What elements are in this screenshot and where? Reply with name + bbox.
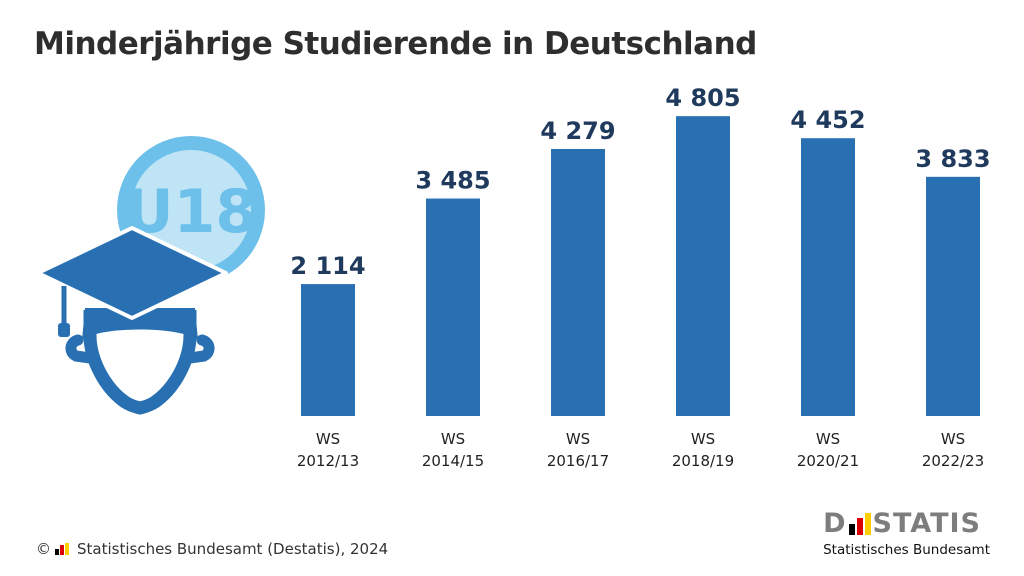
destatis-logo: D STATIS Statistisches Bundesamt: [823, 510, 990, 558]
category-label-5-1: 2022/23: [922, 452, 984, 470]
category-label-3-1: 2018/19: [672, 452, 734, 470]
category-label-2-0: WS: [566, 430, 590, 448]
graduate-cap-head-icon: [36, 226, 228, 415]
bar-4: [801, 138, 855, 417]
bar-1: [426, 198, 480, 416]
category-label-2-1: 2016/17: [547, 452, 609, 470]
data-label-5: 3 833: [915, 145, 990, 173]
data-label-0: 2 114: [290, 252, 365, 280]
source-text: Statistisches Bundesamt (Destatis), 2024: [77, 540, 389, 558]
category-label-0-0: WS: [316, 430, 340, 448]
bar-0: [301, 284, 355, 416]
category-label-3-0: WS: [691, 430, 715, 448]
logo-subtitle: Statistisches Bundesamt: [823, 542, 990, 558]
data-label-3: 4 805: [665, 84, 740, 112]
bar-2: [551, 148, 605, 416]
logo-flag-bars-icon: [848, 513, 871, 535]
category-label-0-1: 2012/13: [297, 452, 359, 470]
category-label-4-1: 2020/21: [797, 452, 859, 470]
bar-chart: 2 114 WS 2012/13 3 485 WS 2014/15 4 279 WS 2016/…: [290, 84, 990, 470]
data-label-2: 4 279: [540, 117, 615, 145]
category-label-1-1: 2014/15: [422, 452, 484, 470]
destatis-flag-icon: [55, 543, 69, 555]
copyright-symbol: ©: [36, 540, 51, 558]
category-label-5-0: WS: [941, 430, 965, 448]
category-label-4-0: WS: [816, 430, 840, 448]
logo-wordmark: D STATIS: [823, 508, 981, 539]
bar-5: [926, 176, 980, 416]
category-label-1-0: WS: [441, 430, 465, 448]
chart-title: Minderjährige Studierende in Deutschland: [34, 26, 757, 62]
data-label-1: 3 485: [415, 167, 490, 195]
data-label-4: 4 452: [790, 106, 865, 134]
graduate-illustration: U18: [36, 136, 265, 415]
bar-3: [676, 116, 730, 416]
source-footer: © Statistisches Bundesamt (Destatis), 20…: [36, 540, 388, 558]
